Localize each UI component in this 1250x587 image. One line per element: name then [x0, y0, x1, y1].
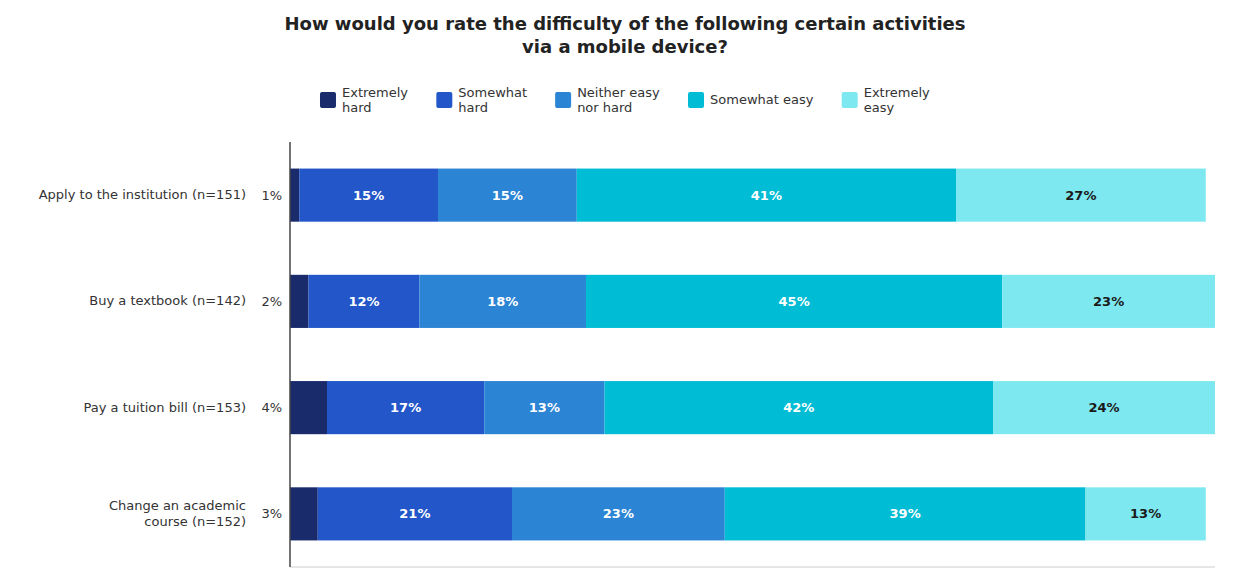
data-label: 12% [348, 294, 379, 309]
data-label: 24% [1088, 400, 1119, 415]
text-line: Extremely [864, 84, 930, 99]
bar-segment [420, 275, 587, 328]
bar-segment [318, 487, 512, 540]
x-axis-line [290, 567, 1215, 568]
legend-item: Extremelyhard [320, 84, 408, 114]
text-line: Pay a tuition bill (n=153) [84, 399, 246, 414]
legend-swatch [555, 92, 571, 108]
legend-swatch [320, 92, 336, 108]
legend-label: Extremelyhard [342, 84, 408, 114]
bar-segment [1086, 487, 1206, 540]
data-label: 18% [487, 294, 518, 309]
text-line: nor hard [577, 99, 632, 114]
text-line: easy [864, 99, 895, 114]
chart: How would you rate the difficulty of the… [0, 0, 1250, 587]
data-label: 15% [492, 188, 523, 203]
data-label: 17% [390, 400, 421, 415]
legend-item: Neither easynor hard [555, 84, 660, 114]
legend-label: Neither easynor hard [577, 84, 660, 114]
data-label: 13% [1130, 506, 1161, 521]
data-label: 2% [261, 294, 282, 309]
bar-segment [725, 487, 1086, 540]
data-label: 15% [353, 188, 384, 203]
legend-swatch [688, 92, 704, 108]
text-line: Change an academic [109, 497, 246, 512]
text-line: Apply to the institution (n=151) [39, 187, 246, 202]
title: How would you rate the difficulty of the… [285, 13, 966, 57]
text-line: Somewhat easy [710, 92, 814, 107]
y-tick-labels: Apply to the institution (n=151) Buy a te… [39, 187, 246, 529]
legend-label: Extremelyeasy [864, 84, 930, 114]
bar-segment [438, 169, 577, 222]
bar-segment [605, 381, 994, 434]
text-line: How would you rate the difficulty of the… [285, 13, 966, 34]
bar-segment [309, 275, 420, 328]
text-line: Somewhat [458, 84, 527, 99]
category-label: Change an academiccourse (n=152) [109, 497, 246, 528]
data-label: 4% [261, 400, 282, 415]
legend-label: Somewhathard [458, 84, 527, 114]
bar-segment [993, 381, 1215, 434]
text-line: hard [458, 99, 488, 114]
text-line: course (n=152) [144, 513, 246, 528]
bar-segment [484, 381, 604, 434]
bar-segment [956, 169, 1206, 222]
data-label: 41% [751, 188, 782, 203]
text-line: Extremely [342, 84, 408, 99]
data-label: 27% [1065, 188, 1096, 203]
category-label: Apply to the institution (n=151) [39, 187, 246, 202]
bar-segment [586, 275, 1002, 328]
legend-item: Somewhat easy [688, 92, 814, 109]
data-label: 21% [399, 506, 430, 521]
legend-item: Somewhathard [436, 84, 527, 114]
data-label: 45% [779, 294, 810, 309]
data-label: 3% [261, 506, 282, 521]
text-line: via a mobile device? [522, 36, 728, 57]
bar-segment [290, 275, 309, 328]
bar-segment [577, 169, 956, 222]
legend-label: Somewhat easy [710, 92, 814, 107]
category-label: Pay a tuition bill (n=153) [84, 399, 246, 414]
bar-segment [290, 487, 318, 540]
legend: ExtremelyhardSomewhathardNeither easynor… [320, 84, 930, 114]
text-line: Buy a textbook (n=142) [89, 293, 246, 308]
bar-segment [327, 381, 484, 434]
bar-segment [299, 169, 438, 222]
legend-swatch [842, 92, 858, 108]
bars [290, 169, 1215, 541]
data-label: 39% [890, 506, 921, 521]
data-label: 13% [529, 400, 560, 415]
data-labels: 1% 2% 4% 3% 15% 12% 17% 21% 15% 18% 13% 23% 41% 45% 42… [261, 188, 1161, 522]
bar-segment [512, 487, 725, 540]
data-label: 42% [783, 400, 814, 415]
bar-segment [1002, 275, 1215, 328]
data-label: 1% [261, 188, 282, 203]
bar-segment [290, 381, 327, 434]
category-label: Buy a textbook (n=142) [89, 293, 246, 308]
data-label: 23% [1093, 294, 1124, 309]
text-line: Neither easy [577, 84, 660, 99]
bar-segment [290, 169, 299, 222]
legend-swatch [436, 92, 452, 108]
data-label: 23% [603, 506, 634, 521]
legend-item: Extremelyeasy [842, 84, 930, 114]
y-axis-line [289, 142, 291, 567]
text-line: hard [342, 99, 372, 114]
